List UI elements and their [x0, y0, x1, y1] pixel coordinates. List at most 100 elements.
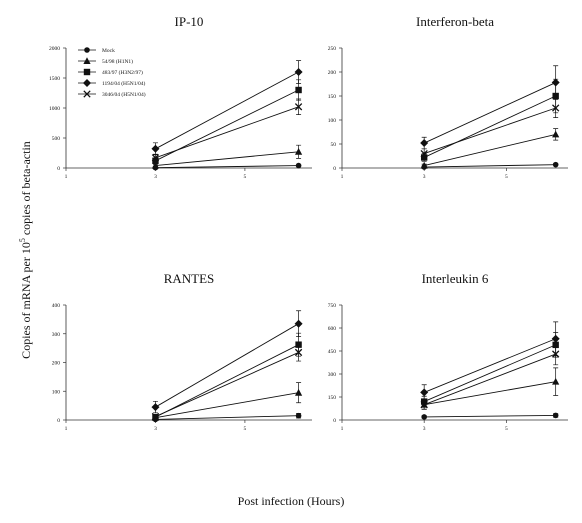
- panel-ip-10: IP-10 0 500 1000 1500 2000 1 3 5 Mock 54/98 (H1N1)…: [49, 14, 312, 180]
- panel-interleukin-6: Interleukin 6 0 150 300 450 600 750 1 3 5: [328, 271, 568, 432]
- y-tick-label: 150: [328, 94, 337, 100]
- y-tick-label: 2000: [49, 46, 60, 52]
- panel-interferon-beta: Interferon-beta 0 50 100 150 200 250 1 3 5: [328, 14, 568, 180]
- x-tick-label: 1: [341, 426, 344, 432]
- legend-label: Mock: [102, 48, 115, 54]
- legend-marker: [83, 68, 91, 76]
- data-point: [552, 104, 560, 112]
- data-point: [551, 78, 560, 87]
- series-line: [155, 344, 299, 418]
- series-line: [424, 133, 556, 167]
- data-point: [294, 68, 303, 76]
- series-mock: [421, 161, 559, 170]
- y-tick-label: 750: [328, 303, 337, 309]
- data-point: [552, 412, 559, 419]
- chart-title: RANTES: [164, 271, 215, 286]
- y-tick-label: 0: [333, 418, 336, 424]
- legend: Mock 54/98 (H1N1) 483/97 (H3N2/97) 1194/04 …: [78, 47, 146, 98]
- series-line: [424, 381, 556, 406]
- legend-label: 3046/04 (H5N1/04): [102, 91, 146, 98]
- data-point: [151, 403, 160, 412]
- series-line: [155, 106, 299, 159]
- series-483-97-h3n2-97: [420, 332, 559, 408]
- y-axis-title-rest: copies of beta-actin: [19, 141, 33, 238]
- legend-label: 54/98 (H1N1): [102, 58, 133, 65]
- y-tick-label: 1500: [49, 76, 60, 82]
- series-line: [424, 344, 556, 403]
- x-axis-title: Post infection (Hours): [237, 494, 345, 508]
- series-line: [423, 95, 556, 158]
- y-tick-label: 500: [52, 136, 61, 142]
- data-point: [552, 350, 560, 358]
- y-tick-label: 400: [52, 303, 61, 309]
- data-point: [151, 161, 160, 169]
- data-point: [420, 401, 428, 409]
- x-tick-label: 5: [244, 174, 247, 180]
- x-tick-label: 3: [423, 426, 426, 432]
- data-point: [294, 348, 303, 357]
- legend-label: 483/97 (H3N2/97): [102, 69, 143, 76]
- series-1194-04-h5n1-04: [151, 60, 303, 156]
- x-tick-label: 1: [341, 174, 344, 180]
- data-point: [151, 412, 160, 421]
- data-point: [552, 161, 559, 168]
- data-point: [421, 414, 427, 420]
- y-tick-label: 100: [52, 389, 61, 395]
- series-line: [424, 353, 556, 406]
- series-54-98-h1n1: [420, 367, 560, 410]
- series-54-98-h1n1: [151, 382, 303, 421]
- data-point: [552, 130, 560, 138]
- y-tick-label: 450: [328, 349, 337, 355]
- series-1194-04-h5n1-04: [420, 65, 560, 150]
- y-tick-label: 0: [57, 418, 60, 424]
- x-tick-label: 5: [505, 174, 508, 180]
- y-tick-label: 300: [52, 332, 61, 338]
- series-line: [424, 107, 556, 155]
- chart-title: Interleukin 6: [422, 271, 489, 286]
- data-point: [294, 319, 303, 328]
- data-point: [295, 162, 302, 169]
- series-3046-04-h5n1-04: [151, 98, 303, 162]
- series-line: [155, 415, 299, 420]
- data-point: [420, 161, 428, 169]
- panel-rantes: RANTES 0 100 200 300 400 1 3 5: [52, 271, 312, 432]
- series-mock: [421, 412, 559, 420]
- y-tick-label: 50: [331, 142, 337, 148]
- chart-title: IP-10: [175, 14, 204, 29]
- x-tick-label: 5: [244, 426, 247, 432]
- y-tick-label: 200: [52, 361, 61, 367]
- x-tick-label: 3: [154, 174, 157, 180]
- series-3046-04-h5n1-04: [420, 342, 560, 410]
- y-tick-label: 600: [328, 326, 337, 332]
- series-line: [155, 71, 299, 150]
- y-tick-label: 0: [333, 166, 336, 172]
- y-axis-title-sup: 5: [18, 238, 27, 242]
- legend-marker: [84, 47, 90, 53]
- y-tick-label: 200: [328, 70, 337, 76]
- data-point: [294, 388, 303, 396]
- series-3046-04-h5n1-04: [420, 98, 560, 159]
- x-tick-label: 1: [65, 426, 68, 432]
- series-line: [155, 392, 299, 419]
- data-point: [294, 148, 303, 155]
- y-axis-title-main: Copies of mRNA per 10: [19, 242, 33, 359]
- data-point: [420, 388, 429, 397]
- chart-title: Interferon-beta: [416, 14, 494, 29]
- series-line: [155, 151, 299, 167]
- y-tick-label: 250: [328, 46, 337, 52]
- y-axis-title: Copies of mRNA per 105 copies of beta-ac…: [18, 141, 33, 359]
- legend-marker: [83, 57, 91, 64]
- series-483-97-h3n2-97: [420, 78, 559, 162]
- series-line: [155, 165, 299, 169]
- y-tick-label: 300: [328, 372, 337, 378]
- legend-marker: [83, 79, 91, 87]
- data-point: [552, 377, 560, 385]
- data-point: [151, 154, 160, 162]
- data-point: [551, 334, 560, 343]
- data-point: [420, 139, 429, 148]
- series-54-98-h1n1: [151, 144, 303, 169]
- series-line: [424, 338, 556, 393]
- data-point: [295, 86, 302, 94]
- data-point: [151, 144, 160, 153]
